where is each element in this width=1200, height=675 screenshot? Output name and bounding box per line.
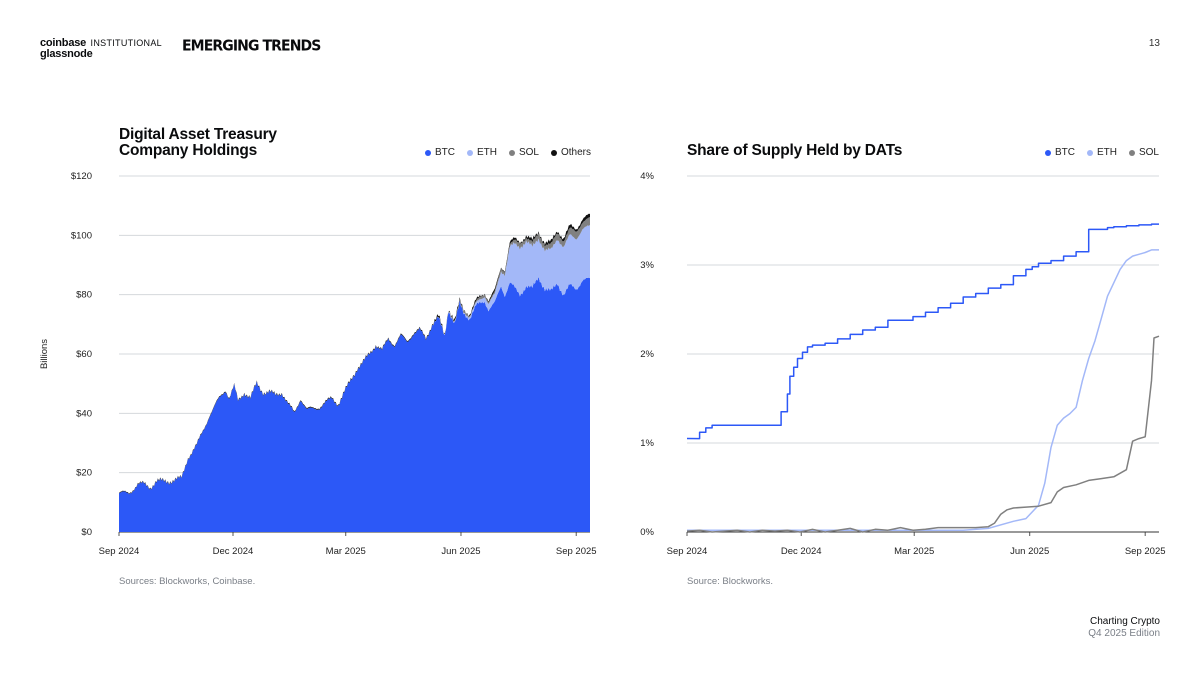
legend-label: BTC	[1054, 147, 1075, 158]
x-tick-label: Sep 2024	[99, 546, 140, 557]
chart2-legend-eth: ETH	[1086, 147, 1117, 158]
y-tick-label: $40	[76, 408, 92, 419]
y-axis-label: Billions	[39, 339, 50, 369]
y-tick-label: 3%	[640, 260, 654, 271]
chart2-title: Share of Supply Held by DATs	[687, 142, 903, 159]
btc-dot-icon	[1044, 149, 1051, 156]
eth-dot-icon	[466, 149, 473, 156]
series-title: EMERGING TRENDS	[182, 37, 321, 55]
chart1-source: Sources: Blockworks, Coinbase.	[119, 576, 256, 587]
coinbase-logo: coinbase	[40, 37, 87, 49]
line-series-eth	[687, 249, 1159, 531]
chart2-source: Source: Blockworks.	[687, 576, 774, 587]
legend-label: ETH	[1096, 147, 1117, 158]
legend-label: ETH	[476, 147, 497, 158]
x-tick-label: Sep 2025	[1125, 546, 1166, 557]
chart1-legend-others: Others	[550, 147, 591, 158]
chart1-legend-btc: BTC	[424, 147, 455, 158]
y-tick-label: $60	[76, 349, 92, 360]
btc-dot-icon	[424, 149, 431, 156]
y-tick-label: 2%	[640, 349, 654, 360]
y-tick-label: $20	[76, 468, 92, 479]
footer-edition: Q4 2025 Edition	[1088, 628, 1160, 639]
area-series-eth	[119, 225, 590, 495]
glassnode-logo: glassnode	[40, 48, 93, 60]
y-tick-label: $120	[71, 171, 92, 182]
area-series-others	[119, 213, 590, 495]
x-tick-label: Jun 2025	[441, 546, 480, 557]
chart1-title: Digital Asset Treasury Company Holdings	[119, 127, 277, 159]
sol-dot-icon	[1128, 149, 1135, 156]
sol-dot-icon	[508, 149, 515, 156]
x-tick-label: Sep 2025	[556, 546, 597, 557]
line-series-btc	[686, 223, 1159, 440]
x-tick-label: Dec 2024	[213, 546, 254, 557]
page-number: 13	[1148, 38, 1160, 49]
y-tick-label: $80	[76, 290, 92, 301]
y-tick-label: 4%	[640, 171, 654, 182]
chart1-legend-eth: ETH	[466, 147, 497, 158]
brand-logos: coinbase INSTITUTIONAL glassnode	[40, 36, 162, 60]
area-series-btc	[119, 276, 590, 532]
y-tick-label: $0	[81, 527, 92, 538]
holdings-area-chart: $0 $20 $40 $60 $80 $100 $120 Sep 2024 Dec 2024 Ma…	[39, 171, 597, 557]
chart2-legend-sol: SOL	[1128, 147, 1159, 158]
y-tick-label: 1%	[640, 438, 654, 449]
supply-share-line-chart: 0% 1% 2% 3% 4% Sep 2024 Dec 2024 Mar 2025 Jun 20…	[640, 171, 1166, 557]
legend-label: SOL	[518, 147, 539, 158]
chart1-legend-sol: SOL	[508, 147, 539, 158]
chart2-legend-btc: BTC	[1044, 147, 1075, 158]
x-tick-label: Sep 2024	[667, 546, 708, 557]
footer: Charting Crypto Q4 2025 Edition	[1088, 616, 1160, 640]
x-tick-label: Mar 2025	[326, 546, 366, 557]
x-tick-label: Mar 2025	[894, 546, 934, 557]
others-dot-icon	[550, 149, 557, 156]
legend-label: Others	[560, 147, 591, 158]
x-tick-label: Dec 2024	[781, 546, 822, 557]
legend-label: BTC	[434, 147, 455, 158]
institutional-label: INSTITUTIONAL	[90, 38, 162, 48]
chart1-title-line2: Company Holdings	[119, 142, 258, 159]
line-series-sol	[686, 335, 1160, 533]
chart2-legend: BTC ETH SOL	[1044, 147, 1159, 158]
eth-dot-icon	[1086, 149, 1093, 156]
y-tick-label: 0%	[640, 527, 654, 538]
area-series-sol	[119, 217, 590, 495]
legend-label: SOL	[1138, 147, 1159, 158]
y-tick-label: $100	[71, 230, 92, 241]
chart1-legend: BTC ETH SOL Others	[424, 147, 591, 158]
chart1-title-line1: Digital Asset Treasury	[119, 126, 277, 143]
x-tick-label: Jun 2025	[1010, 546, 1049, 557]
footer-publication: Charting Crypto	[1089, 616, 1160, 627]
